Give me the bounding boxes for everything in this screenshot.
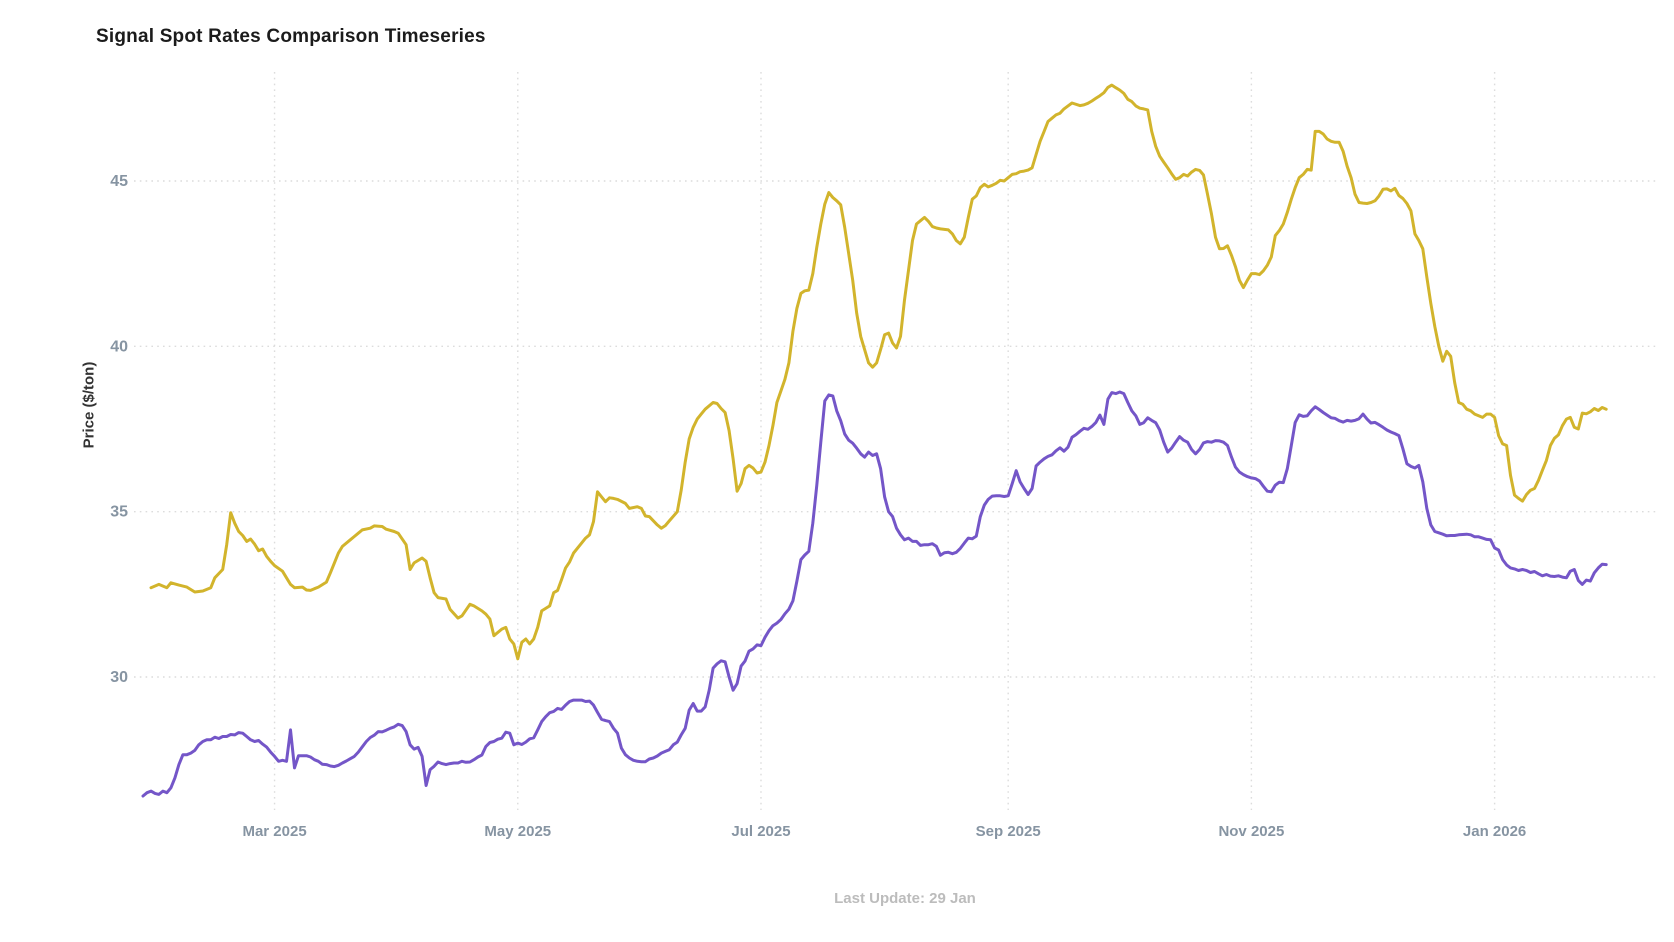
x-tick-label: Mar 2025 (242, 823, 306, 840)
last-update-footnote: Last Update: 29 Jan (834, 890, 976, 907)
purple-spot-rate-line (141, 390, 1608, 798)
y-tick-label: 40 (110, 338, 128, 355)
x-tick-label: Jul 2025 (731, 823, 790, 840)
x-tick-label: May 2025 (484, 823, 551, 840)
x-tick-label: Nov 2025 (1218, 823, 1284, 840)
chart-title: Signal Spot Rates Comparison Timeseries (96, 26, 486, 47)
y-tick-label: 45 (110, 173, 128, 190)
x-tick-label: Sep 2025 (976, 823, 1041, 840)
x-tick-label: Jan 2026 (1463, 823, 1526, 840)
y-tick-label: 35 (110, 504, 128, 521)
gold-spot-rate-line (149, 83, 1608, 661)
y-axis-title: Price ($/ton) (80, 361, 98, 449)
y-tick-label: 30 (110, 669, 128, 686)
